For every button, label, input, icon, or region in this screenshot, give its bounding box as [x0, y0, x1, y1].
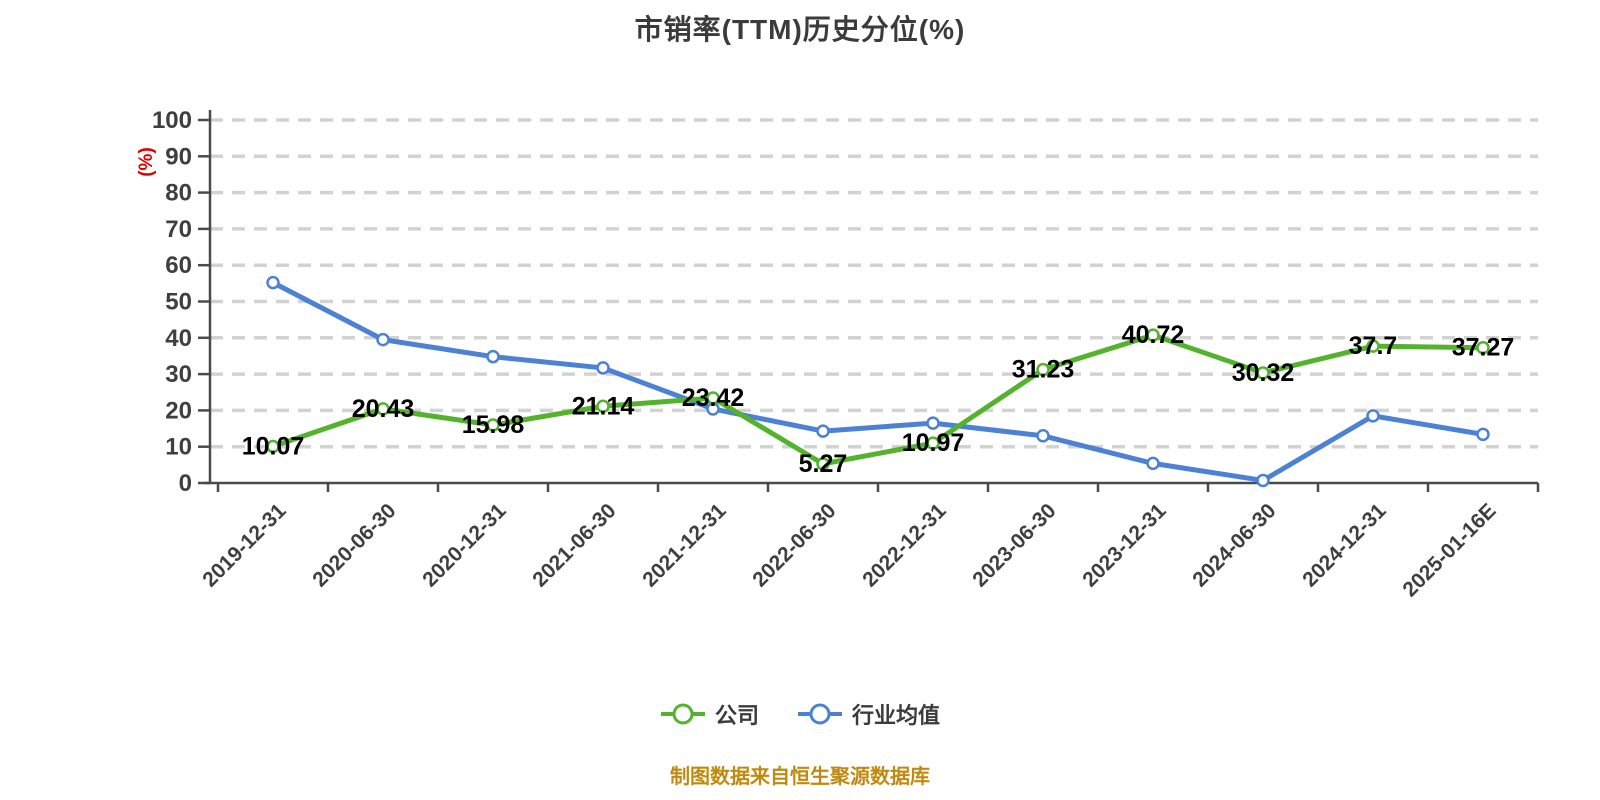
data-label: 5.27	[799, 450, 848, 478]
data-point-industry-average[interactable]	[1036, 429, 1050, 443]
data-label: 31.23	[1012, 356, 1075, 384]
y-tick-label: 70	[165, 216, 192, 243]
data-source-note: 制图数据来自恒生聚源数据库	[670, 766, 930, 788]
data-point-industry-average[interactable]	[376, 332, 390, 347]
data-point-company[interactable]	[816, 457, 830, 471]
data-point-industry-average[interactable]	[596, 361, 610, 375]
series-path-company	[270, 332, 1486, 467]
data-point-company[interactable]	[1256, 366, 1270, 380]
series-line-industry-average	[266, 275, 1490, 488]
legend-dot	[672, 703, 694, 725]
x-tick-label: 2025-01-16E	[1398, 499, 1500, 601]
legend-marker-industry-average	[798, 703, 842, 725]
x-tick-label: 2024-12-31	[1298, 499, 1390, 591]
data-label: 21.14	[572, 392, 635, 420]
data-point-company[interactable]	[266, 439, 280, 454]
y-tick-label: 40	[165, 325, 192, 352]
data-point-industry-average[interactable]	[486, 349, 500, 364]
y-tick-label: 0	[179, 470, 192, 497]
data-point-industry-average[interactable]	[1146, 456, 1160, 471]
data-point-company[interactable]	[1476, 340, 1490, 355]
y-tick-label: 10	[165, 434, 192, 461]
data-label: 40.72	[1122, 321, 1185, 349]
data-point-industry-average[interactable]	[1476, 427, 1490, 442]
legend-item-company[interactable]: 公司	[660, 698, 759, 730]
data-label: 10.07	[242, 432, 305, 460]
y-tick-label: 60	[165, 252, 192, 279]
data-point-industry-average[interactable]	[266, 275, 280, 290]
data-point-company[interactable]	[1036, 362, 1050, 377]
data-label: 37.7	[1349, 332, 1398, 360]
data-label: 37.27	[1452, 334, 1515, 362]
data-label: 15.98	[462, 411, 525, 439]
data-point-company[interactable]	[596, 399, 610, 414]
x-tick-label: 2019-12-31	[198, 499, 290, 591]
series-path-industry-average	[270, 280, 1486, 483]
data-point-company[interactable]	[926, 436, 940, 450]
legend-marker-company	[660, 703, 705, 725]
series-line-company: 10.07 20.43 15.98 21.14 23.42 5.27 10.97 31.23 4…	[242, 321, 1515, 478]
gridlines	[210, 118, 1538, 449]
data-point-company[interactable]	[706, 391, 720, 405]
y-tick-label: 90	[165, 143, 192, 170]
x-tick-label: 2024-06-30	[1188, 499, 1280, 591]
x-tick-label: 2023-06-30	[968, 499, 1060, 591]
y-axis-unit-label: (%)	[136, 147, 157, 177]
x-tick-label: 2020-06-30	[308, 499, 400, 591]
data-point-industry-average[interactable]	[816, 424, 830, 438]
data-label: 20.43	[352, 395, 415, 423]
y-tick-label: 30	[165, 361, 192, 388]
x-tick-label: 2022-12-31	[858, 499, 950, 591]
data-point-company[interactable]	[1366, 339, 1380, 353]
legend-label: 公司	[714, 703, 759, 728]
legend-item-industry-average[interactable]: 行业均值	[797, 698, 940, 730]
data-label: 30.32	[1232, 359, 1295, 387]
data-point-company[interactable]	[1146, 328, 1160, 342]
legend-label: 行业均值	[852, 703, 941, 728]
y-tick-label: 50	[165, 289, 192, 316]
x-tick-label: 2021-06-30	[528, 499, 620, 591]
data-point-company[interactable]	[486, 418, 500, 432]
x-tick-label: 2020-12-31	[418, 499, 510, 591]
x-axis-labels: 2019-12-31 2020-06-30 2020-12-31 2021-06-30…	[198, 499, 1500, 601]
data-point-company[interactable]	[376, 402, 390, 416]
y-tick-label: 80	[165, 180, 192, 207]
y-tick-label: 100	[152, 107, 192, 134]
x-tick-label: 2022-06-30	[748, 499, 840, 591]
data-label: 23.42	[682, 384, 745, 412]
chart-legend: 公司 行业均值	[0, 698, 1600, 730]
data-point-industry-average[interactable]	[1256, 473, 1270, 488]
x-tick-label: 2023-12-31	[1078, 499, 1170, 591]
axes	[198, 110, 1540, 492]
legend-dot	[809, 703, 831, 725]
data-point-industry-average[interactable]	[1366, 409, 1380, 423]
y-axis-labels: 0 10 20 30 40 50 60 70 80 90 100	[152, 107, 192, 497]
x-tick-label: 2021-12-31	[638, 499, 730, 591]
data-point-industry-average[interactable]	[926, 416, 940, 430]
y-tick-label: 20	[165, 397, 192, 424]
chart-title: 市销率(TTM)历史分位(%)	[634, 14, 966, 45]
data-label: 10.97	[902, 429, 965, 457]
